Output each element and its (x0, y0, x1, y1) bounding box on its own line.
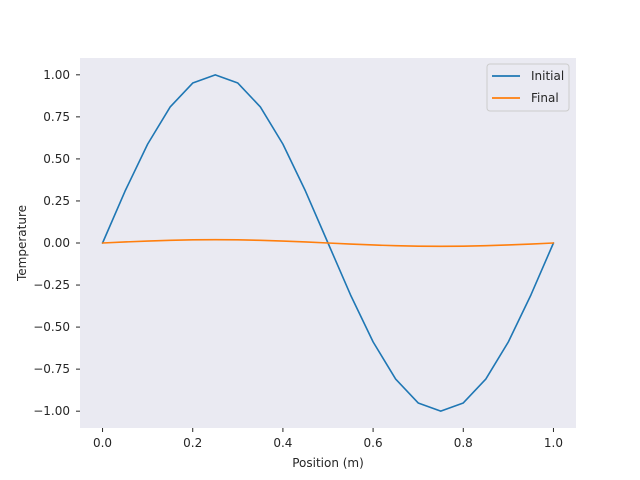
x-axis-label: Position (m) (292, 456, 364, 470)
legend-label-initial: Initial (531, 69, 564, 83)
y-tick-label: −0.50 (33, 320, 70, 334)
y-tick-label: 0.00 (43, 236, 70, 250)
x-tick-label: 0.0 (93, 436, 112, 450)
x-tick-label: 0.2 (183, 436, 202, 450)
y-tick-label: 0.25 (43, 194, 70, 208)
y-axis-label: Temperature (15, 205, 29, 282)
legend-label-final: Final (531, 91, 559, 105)
y-tick-label: −1.00 (33, 404, 70, 418)
x-tick-label: 0.8 (454, 436, 473, 450)
legend: Initial Final (486, 63, 570, 112)
y-tick-label: −0.75 (33, 362, 70, 376)
x-tick-label: 0.6 (364, 436, 383, 450)
x-tick-label: 1.0 (544, 436, 563, 450)
y-tick-label: −0.25 (33, 278, 70, 292)
y-tick-label: 0.75 (43, 110, 70, 124)
y-tick-label: 1.00 (43, 68, 70, 82)
x-tick-label: 0.4 (273, 436, 292, 450)
series-line-final (101, 238, 555, 248)
y-tick-label: 0.50 (43, 152, 70, 166)
